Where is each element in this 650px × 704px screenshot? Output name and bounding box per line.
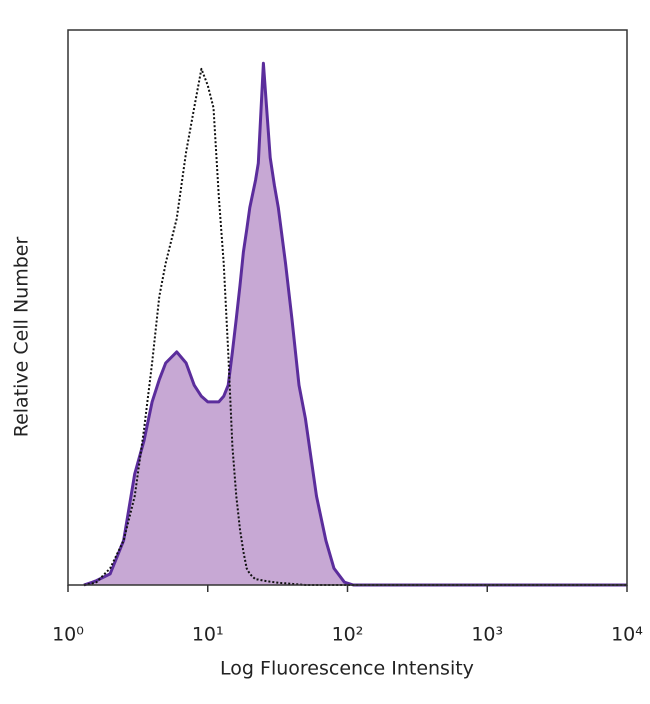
x-tick-label: 10²: [332, 624, 364, 646]
x-tick-label: 10⁴: [611, 624, 643, 646]
histogram-line: [83, 61, 627, 587]
x-tick-label: 10⁰: [52, 624, 84, 646]
x-tick-label: 10¹: [192, 624, 224, 646]
y-axis-label: Relative Cell Number: [11, 237, 33, 438]
x-axis-label: Log Fluorescence Intensity: [220, 658, 474, 680]
area-fill: [83, 63, 627, 586]
x-tick-label: 10³: [471, 624, 503, 646]
